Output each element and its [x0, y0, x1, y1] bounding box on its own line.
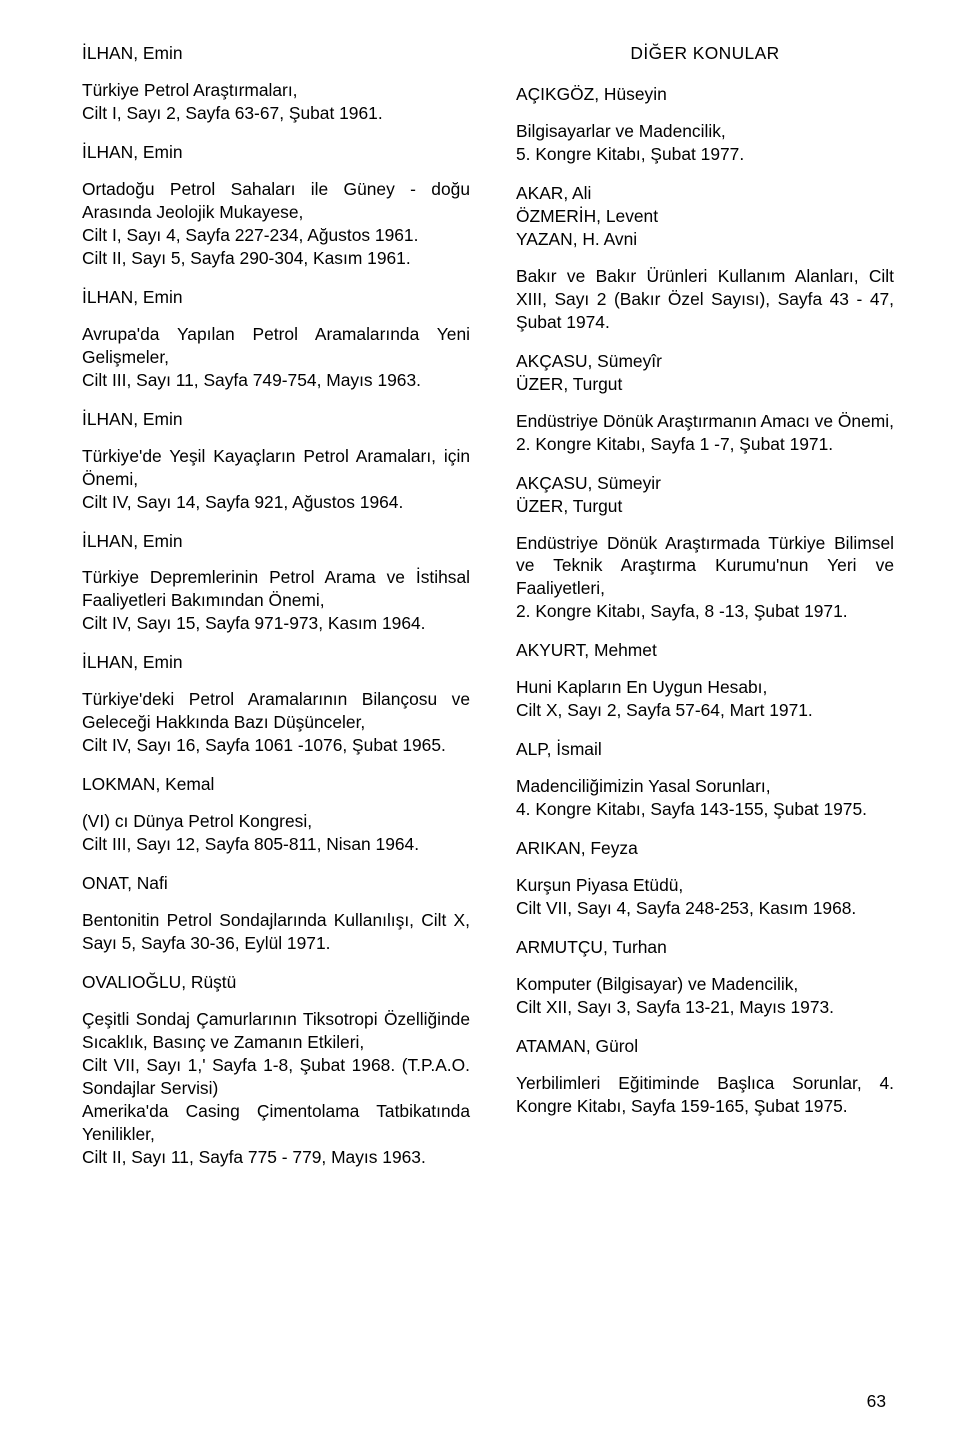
left-column: İLHAN, Emin Türkiye Petrol Araştırmaları,…: [82, 42, 470, 1448]
left-entry: (VI) cı Dünya Petrol Kongresi, Cilt III,…: [82, 810, 470, 856]
right-author: AKYURT, Mehmet: [516, 639, 894, 662]
right-entries-mount: AÇIKGÖZ, Hüseyin Bilgisayarlar ve Madenci…: [516, 83, 894, 1118]
right-entry: Kurşun Piyasa Etüdü, Cilt VII, Sayı 4, S…: [516, 874, 894, 920]
right-author: AKÇASU, Sümeyir ÜZER, Turgut: [516, 472, 894, 518]
right-author: ARMUTÇU, Turhan: [516, 936, 894, 959]
right-author: AKÇASU, Sümeyîr ÜZER, Turgut: [516, 350, 894, 396]
right-column: DİĞER KONULAR AÇIKGÖZ, Hüseyin Bilgisayar…: [516, 42, 894, 1448]
right-entry: Madenciliğimizin Yasal Sorunları, 4. Kon…: [516, 775, 894, 821]
left-author: ONAT, Nafi: [82, 872, 470, 895]
page-number: 63: [867, 1391, 886, 1412]
left-entry: Ortadoğu Petrol Sahaları ile Güney - doğ…: [82, 178, 470, 270]
left-author: OVALIOĞLU, Rüştü: [82, 971, 470, 994]
right-entry: Komputer (Bilgisayar) ve Madencilik, Cil…: [516, 973, 894, 1019]
left-entry: Türkiye Petrol Araştırmaları, Cilt I, Sa…: [82, 79, 470, 125]
right-entry: Bakır ve Bakır Ürünleri Kullanım Alanlar…: [516, 265, 894, 334]
left-entry: Türkiye'de Yeşil Kayaçların Petrol Arama…: [82, 445, 470, 514]
left-entry: Bentonitin Petrol Sondajlarında Kullanıl…: [82, 909, 470, 955]
left-entry: Türkiye'deki Petrol Aramalarının Bilanço…: [82, 688, 470, 757]
right-entry: Endüstriye Dönük Araştırmanın Amacı ve Ö…: [516, 410, 894, 456]
left-author: LOKMAN, Kemal: [82, 773, 470, 796]
left-author: İLHAN, Emin: [82, 651, 470, 674]
right-entry: Huni Kapların En Uygun Hesabı, Cilt X, S…: [516, 676, 894, 722]
right-entry: Yerbilimleri Eğitiminde Başlıca Sorunlar…: [516, 1072, 894, 1118]
section-title: DİĞER KONULAR: [516, 42, 894, 65]
left-entry: Çeşitli Sondaj Çamurlarının Tiksotropi Ö…: [82, 1008, 470, 1169]
left-entry: Avrupa'da Yapılan Petrol Aramalarında Ye…: [82, 323, 470, 392]
left-entries-mount: İLHAN, Emin Türkiye Petrol Araştırmaları,…: [82, 42, 470, 1169]
left-author: İLHAN, Emin: [82, 286, 470, 309]
page: İLHAN, Emin Türkiye Petrol Araştırmaları,…: [0, 0, 960, 1448]
left-entry: Türkiye Depremlerinin Petrol Arama ve İs…: [82, 566, 470, 635]
left-author: İLHAN, Emin: [82, 408, 470, 431]
right-author: ATAMAN, Gürol: [516, 1035, 894, 1058]
right-entry: Endüstriye Dönük Araştırmada Türkiye Bil…: [516, 532, 894, 624]
left-author: İLHAN, Emin: [82, 42, 470, 65]
right-entry: Bilgisayarlar ve Madencilik, 5. Kongre K…: [516, 120, 894, 166]
left-author: İLHAN, Emin: [82, 530, 470, 553]
right-author: AKAR, Ali ÖZMERİH, Levent YAZAN, H. Avni: [516, 182, 894, 251]
right-author: ALP, İsmail: [516, 738, 894, 761]
left-author: İLHAN, Emin: [82, 141, 470, 164]
right-author: ARIKAN, Feyza: [516, 837, 894, 860]
right-author: AÇIKGÖZ, Hüseyin: [516, 83, 894, 106]
